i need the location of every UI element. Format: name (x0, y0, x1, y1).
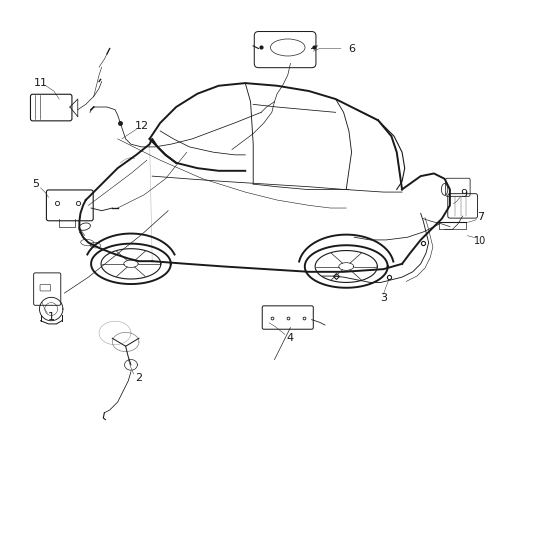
Text: 9: 9 (461, 189, 468, 199)
Text: 12: 12 (134, 120, 149, 131)
Text: 4: 4 (287, 333, 294, 343)
Text: 11: 11 (34, 78, 47, 88)
Text: 5: 5 (32, 179, 39, 189)
Text: 1: 1 (47, 312, 55, 322)
Text: 3: 3 (380, 293, 387, 303)
Text: 2: 2 (135, 373, 142, 383)
Text: 6: 6 (348, 44, 355, 53)
Text: 10: 10 (474, 236, 486, 246)
Text: 7: 7 (477, 212, 484, 222)
